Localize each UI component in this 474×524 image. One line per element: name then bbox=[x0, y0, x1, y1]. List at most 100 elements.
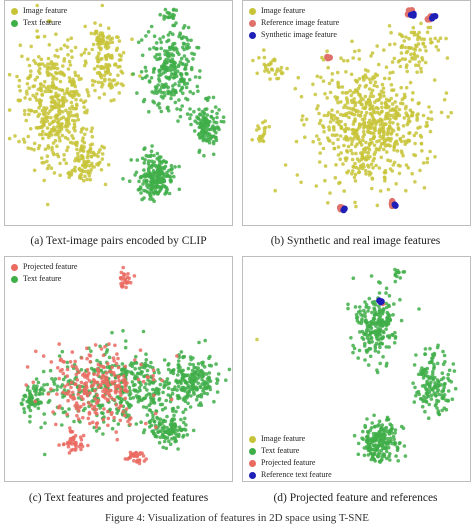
data-point bbox=[345, 150, 350, 154]
data-point bbox=[367, 147, 372, 152]
data-point bbox=[393, 330, 397, 335]
data-point bbox=[82, 51, 87, 55]
data-point bbox=[396, 459, 400, 463]
data-point bbox=[45, 166, 50, 171]
data-point bbox=[177, 434, 181, 438]
data-point bbox=[148, 364, 152, 369]
data-point bbox=[403, 454, 408, 458]
data-point bbox=[110, 410, 114, 415]
data-point bbox=[152, 401, 157, 405]
data-point bbox=[86, 443, 90, 448]
data-point bbox=[147, 110, 151, 114]
data-point bbox=[435, 390, 440, 394]
data-point bbox=[104, 381, 109, 386]
data-point bbox=[317, 111, 321, 116]
data-point bbox=[367, 143, 372, 147]
data-point bbox=[411, 25, 416, 30]
data-point bbox=[164, 398, 168, 403]
data-point bbox=[87, 378, 92, 383]
data-point bbox=[353, 305, 358, 309]
data-point bbox=[58, 79, 63, 84]
data-point bbox=[383, 179, 387, 183]
data-point bbox=[77, 444, 82, 449]
data-point bbox=[427, 390, 432, 394]
data-point bbox=[13, 134, 17, 138]
data-point bbox=[40, 117, 44, 121]
data-point bbox=[379, 448, 384, 453]
data-point bbox=[42, 383, 46, 387]
data-point bbox=[373, 436, 378, 441]
data-point bbox=[181, 26, 186, 30]
data-point bbox=[327, 125, 331, 129]
data-point bbox=[27, 112, 31, 117]
data-point bbox=[144, 382, 148, 386]
data-point bbox=[39, 425, 43, 430]
data-point bbox=[315, 134, 319, 138]
data-point bbox=[105, 46, 109, 51]
data-point bbox=[29, 395, 34, 399]
data-point bbox=[151, 172, 155, 176]
data-point bbox=[91, 420, 95, 425]
data-point bbox=[106, 397, 110, 402]
data-point bbox=[350, 157, 355, 162]
data-point bbox=[77, 409, 81, 413]
data-point bbox=[22, 140, 27, 144]
data-point bbox=[400, 97, 405, 102]
data-point bbox=[364, 102, 369, 106]
data-point bbox=[184, 71, 188, 76]
data-point bbox=[65, 148, 69, 153]
data-point bbox=[350, 171, 354, 176]
data-point bbox=[332, 128, 336, 132]
data-point bbox=[167, 439, 171, 443]
data-point bbox=[410, 56, 414, 60]
data-point bbox=[24, 89, 29, 94]
data-point bbox=[339, 125, 344, 130]
data-point bbox=[379, 118, 384, 122]
data-point bbox=[102, 407, 106, 411]
data-point bbox=[356, 109, 360, 113]
data-point bbox=[93, 389, 97, 393]
data-point bbox=[32, 141, 37, 146]
data-point bbox=[155, 386, 159, 391]
legend-label: Text feature bbox=[23, 18, 62, 27]
data-point bbox=[45, 159, 49, 164]
data-point bbox=[19, 401, 24, 406]
data-point bbox=[384, 425, 389, 430]
data-point bbox=[421, 113, 426, 118]
data-point bbox=[183, 407, 188, 412]
data-point bbox=[357, 167, 361, 171]
data-point bbox=[325, 113, 330, 118]
data-point bbox=[210, 109, 214, 114]
data-point bbox=[56, 154, 61, 159]
data-point bbox=[144, 34, 148, 38]
data-point bbox=[152, 34, 157, 38]
data-point bbox=[364, 140, 368, 145]
data-point bbox=[314, 184, 319, 188]
data-point bbox=[322, 113, 327, 118]
data-point bbox=[380, 427, 384, 431]
data-point bbox=[112, 359, 116, 363]
data-point bbox=[138, 348, 143, 352]
data-point bbox=[392, 56, 397, 61]
data-point bbox=[412, 33, 417, 37]
data-point bbox=[352, 433, 357, 438]
data-point bbox=[65, 367, 70, 372]
data-point bbox=[441, 349, 445, 354]
data-point bbox=[87, 371, 91, 375]
data-point bbox=[432, 353, 436, 357]
data-point bbox=[361, 147, 366, 152]
data-point bbox=[429, 397, 434, 401]
data-point bbox=[89, 349, 93, 353]
data-point bbox=[136, 371, 141, 376]
data-point bbox=[391, 434, 396, 439]
data-point bbox=[430, 376, 435, 381]
data-point bbox=[369, 54, 373, 58]
data-point bbox=[113, 343, 117, 348]
data-point bbox=[369, 274, 374, 278]
data-point bbox=[76, 117, 81, 122]
data-point bbox=[407, 131, 411, 136]
data-point bbox=[371, 166, 375, 170]
data-point bbox=[346, 302, 350, 307]
data-point bbox=[350, 39, 354, 44]
data-point bbox=[389, 30, 393, 35]
